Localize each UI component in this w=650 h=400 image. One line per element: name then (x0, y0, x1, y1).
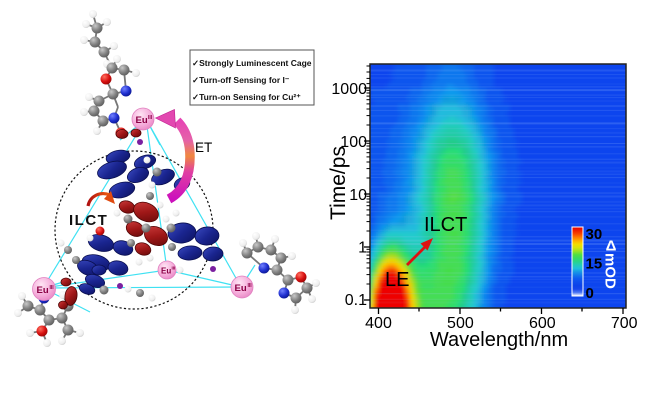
svg-text:0: 0 (586, 285, 594, 302)
svg-text:700: 700 (611, 315, 638, 332)
svg-text:✓Turn-on Sensing for Cu²⁺: ✓Turn-on Sensing for Cu²⁺ (192, 92, 301, 102)
svg-text:LE: LE (385, 269, 409, 291)
svg-text:10: 10 (349, 187, 367, 204)
svg-text:✓Strongly Luminescent Cage: ✓Strongly Luminescent Cage (192, 58, 312, 68)
svg-text:III: III (148, 115, 153, 121)
svg-text:ILCT: ILCT (69, 212, 108, 229)
svg-text:III: III (172, 266, 176, 271)
svg-text:III: III (50, 285, 55, 291)
svg-text:mOD: mOD (602, 253, 619, 289)
svg-text:Eu: Eu (161, 267, 171, 276)
svg-text:600: 600 (529, 315, 556, 332)
svg-text:Δ: Δ (606, 238, 617, 255)
svg-text:400: 400 (365, 315, 392, 332)
svg-text:Eu: Eu (37, 285, 49, 296)
svg-text:15: 15 (586, 256, 603, 273)
svg-text:500: 500 (447, 315, 474, 332)
svg-text:ILCT: ILCT (424, 214, 467, 236)
svg-text:30: 30 (586, 226, 603, 243)
svg-text:ET: ET (195, 140, 212, 155)
svg-text:Eu: Eu (136, 115, 148, 126)
svg-text:1: 1 (358, 240, 367, 257)
svg-text:100: 100 (340, 134, 367, 151)
svg-text:✓Turn-off Sensing for I⁻: ✓Turn-off Sensing for I⁻ (192, 75, 290, 85)
svg-text:III: III (248, 283, 253, 289)
svg-text:0.1: 0.1 (345, 292, 367, 309)
svg-text:1000: 1000 (331, 81, 367, 98)
svg-text:Time/ps: Time/ps (327, 146, 350, 220)
svg-text:Eu: Eu (235, 283, 247, 294)
svg-text:Wavelength/nm: Wavelength/nm (430, 329, 568, 351)
